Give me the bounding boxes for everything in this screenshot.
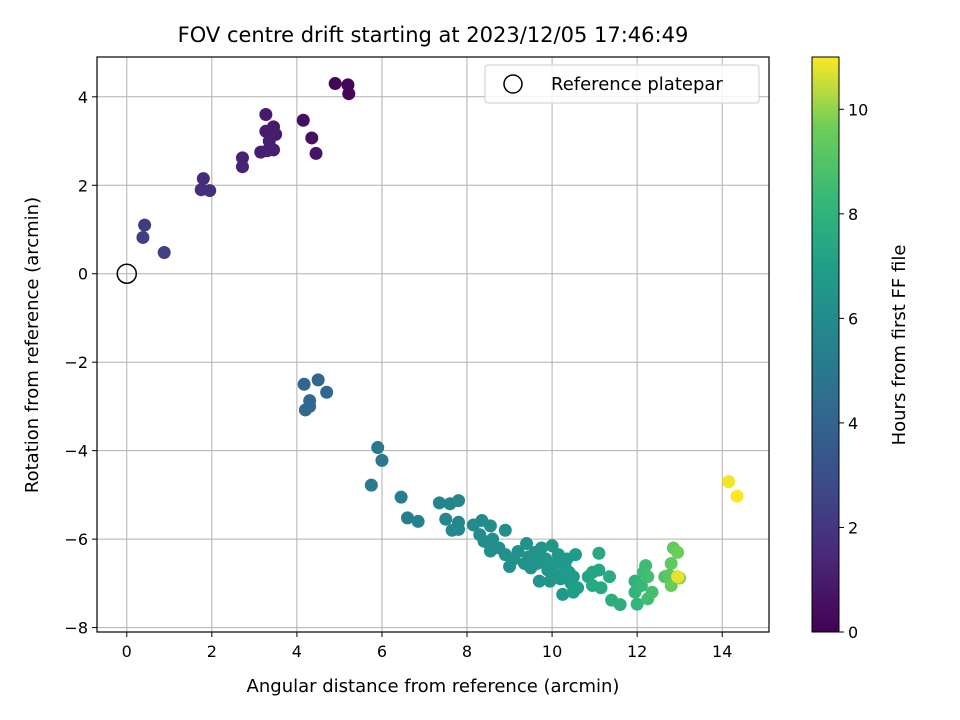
data-point: [498, 523, 512, 537]
data-point: [594, 581, 608, 595]
x-tick-label: 8: [462, 642, 472, 661]
colorbar-label: Hours from first FF file: [889, 245, 910, 446]
data-point: [603, 570, 617, 584]
data-point: [259, 108, 273, 121]
data-point: [452, 494, 466, 508]
data-points: [136, 77, 744, 612]
data-point: [532, 574, 546, 588]
y-tick-label: −4: [64, 442, 88, 461]
data-point: [328, 77, 342, 91]
legend-box: Reference platepar: [484, 64, 760, 104]
data-point: [534, 541, 548, 555]
data-point: [556, 587, 570, 601]
y-tick-label: 0: [78, 265, 88, 284]
y-tick-label: 4: [78, 88, 88, 107]
colorbar-tick-label: 10: [848, 100, 868, 119]
data-point: [730, 489, 744, 503]
y-tick-label: −6: [64, 530, 88, 549]
chart-title: FOV centre drift starting at 2023/12/05 …: [178, 23, 689, 47]
y-tick-label: −2: [64, 353, 88, 372]
data-point: [613, 598, 627, 612]
x-axis-ticks: 0 2 4 6 8 10 12 14: [122, 632, 732, 661]
data-point: [196, 172, 210, 186]
data-point: [296, 113, 310, 127]
colorbar-tick-label: 4: [848, 414, 858, 433]
x-tick-label: 10: [542, 642, 562, 661]
data-point: [641, 570, 655, 584]
x-axis-label: Angular distance from reference (arcmin): [247, 676, 620, 697]
data-point: [568, 548, 582, 562]
y-tick-label: −8: [64, 619, 88, 638]
data-point: [630, 597, 644, 611]
legend-label: Reference platepar: [551, 74, 723, 95]
data-point: [511, 545, 525, 558]
data-point: [671, 570, 685, 584]
data-point: [235, 160, 249, 174]
legend-frame: [484, 64, 760, 104]
data-point: [320, 385, 334, 399]
data-point: [138, 218, 152, 232]
colorbar-tick-label: 0: [848, 623, 858, 642]
colorbar-tick-label: 8: [848, 205, 858, 224]
legend-marker-icon: [503, 74, 523, 94]
data-point: [136, 230, 150, 244]
data-point: [371, 441, 385, 455]
data-point: [157, 246, 171, 259]
data-point: [452, 522, 466, 536]
data-point: [305, 131, 319, 145]
plot-area-frame: [96, 56, 770, 633]
x-tick-label: 2: [207, 642, 217, 661]
x-tick-label: 6: [377, 642, 387, 661]
x-tick-label: 0: [122, 642, 132, 661]
x-tick-label: 14: [712, 642, 732, 661]
data-point: [375, 453, 389, 467]
data-point: [298, 403, 312, 417]
colorbar-tick-label: 6: [848, 309, 858, 328]
data-point: [645, 585, 659, 599]
data-point: [671, 545, 685, 559]
data-point: [566, 570, 580, 584]
data-point: [364, 478, 378, 492]
x-tick-label: 4: [292, 642, 302, 661]
data-point: [592, 546, 606, 560]
data-point: [483, 519, 497, 533]
data-point: [520, 537, 534, 551]
data-point: [394, 490, 408, 504]
y-tick-label: 2: [78, 176, 88, 195]
data-point: [639, 559, 653, 573]
y-axis-ticks: −8 −6 −4 −2 0 2 4: [64, 88, 97, 638]
data-point: [400, 511, 414, 525]
data-point: [311, 373, 325, 387]
data-point: [592, 563, 606, 577]
data-point: [297, 377, 311, 391]
reference-platepar-point: [116, 263, 138, 284]
data-point: [432, 496, 446, 510]
data-point: [439, 512, 453, 526]
data-point: [309, 146, 323, 160]
x-tick-label: 12: [627, 642, 647, 661]
colorbar-ticks: 0 2 4 6 8 10: [839, 100, 868, 642]
data-point: [664, 556, 678, 570]
reference-marker-layer: [116, 263, 138, 284]
data-point: [566, 585, 580, 599]
data-point: [411, 514, 425, 528]
data-point: [203, 184, 217, 198]
data-point: [342, 87, 356, 101]
data-point: [267, 143, 281, 157]
colorbar-tick-label: 2: [848, 518, 858, 537]
colorbar: [811, 56, 840, 633]
data-point: [722, 475, 736, 489]
grid-lines: [97, 57, 769, 632]
y-axis-label: Rotation from reference (arcmin): [22, 197, 43, 493]
